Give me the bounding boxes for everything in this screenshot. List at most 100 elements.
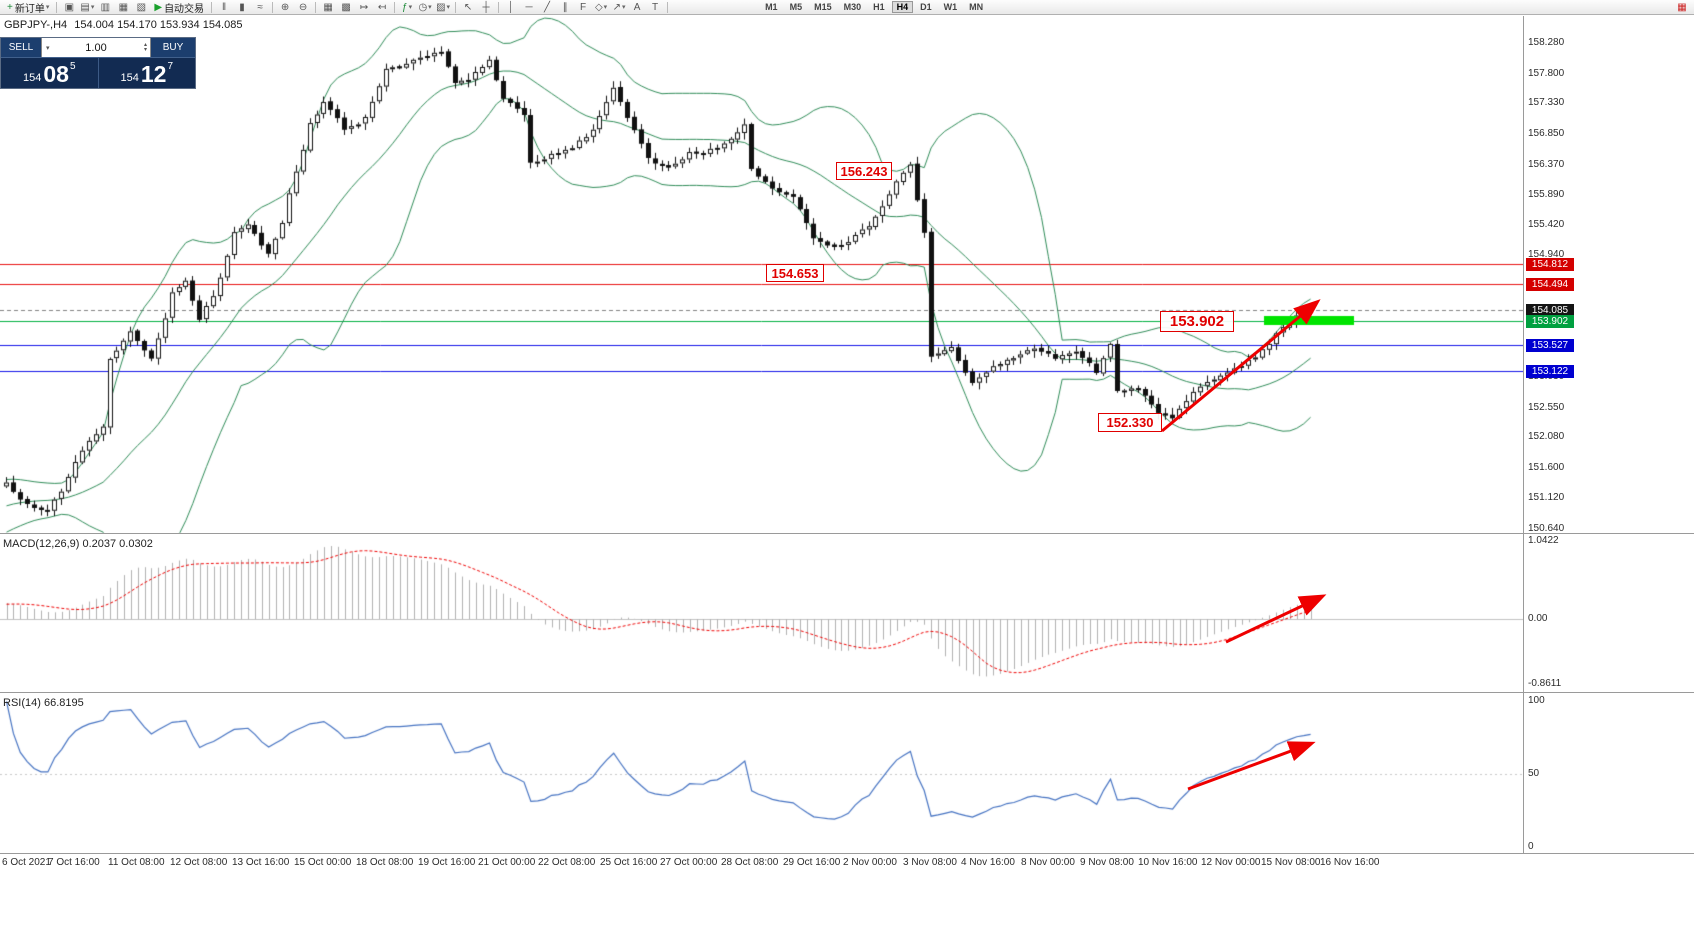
dropdown-caret-icon[interactable]: ▾: [408, 4, 413, 11]
timeframe-m5-button[interactable]: M5: [789, 2, 803, 12]
new-order-button[interactable]: + 新订单 ▾: [4, 1, 52, 15]
chart-shift-icon[interactable]: ↤: [374, 1, 390, 14]
panel-separator[interactable]: [0, 533, 1694, 534]
timeframe-d1-button[interactable]: D1: [920, 2, 932, 12]
sell-button[interactable]: SELL: [1, 38, 41, 57]
price-divider: [97, 58, 99, 88]
templates-icon[interactable]: ▨ ▾: [435, 1, 451, 14]
dropdown-caret-icon[interactable]: ▾: [45, 4, 50, 11]
timeframe-m30-button[interactable]: M30: [843, 2, 862, 12]
zoom-out-icon[interactable]: ⊖: [295, 1, 311, 14]
cursor-icon[interactable]: ↖: [460, 1, 476, 14]
crosshair-icon[interactable]: ┼: [478, 1, 494, 14]
arrow-tool-icon[interactable]: ↗ ▾: [611, 1, 627, 14]
dropdown-caret-icon[interactable]: ▾: [428, 4, 432, 11]
bid-price-big: 08: [43, 61, 69, 87]
horizontal-line-icon[interactable]: ─: [521, 1, 537, 14]
time-tick-label: 12 Oct 08:00: [170, 857, 228, 868]
navigator-icon[interactable]: ▧: [133, 1, 149, 14]
volume-increase-icon[interactable]: ▴: [143, 41, 147, 48]
price-tick-label: 155.890: [1528, 189, 1565, 201]
price-tick-label: 152.080: [1528, 431, 1565, 443]
macd-tick-label: 1.0422: [1528, 535, 1559, 546]
chart-window-icon: ▣: [64, 1, 75, 13]
price-level-tag: 154.812: [1526, 257, 1574, 271]
price-axis[interactable]: 158.280 157.800 157.330 156.850 156.370 155.8…: [1526, 0, 1694, 855]
volume-dropdown-icon[interactable]: ▾: [46, 44, 50, 52]
trendline-icon[interactable]: ╱: [539, 1, 555, 14]
tile-windows-icon[interactable]: ▦: [320, 1, 336, 14]
vertical-line-icon[interactable]: │: [503, 1, 519, 14]
periods-icon[interactable]: ◷ ▾: [417, 1, 433, 14]
periods-icon: ◷: [418, 1, 428, 13]
trade-controls-row: SELL ▾ 1.00 ▴ ▾ BUY: [1, 38, 195, 58]
timeframe-mn-button[interactable]: MN: [969, 2, 984, 12]
market-watch-icon[interactable]: ▥: [97, 1, 113, 14]
price-tick-label: 156.850: [1528, 127, 1565, 139]
timeframe-h1-button[interactable]: H1: [873, 2, 885, 12]
time-tick-label: 25 Oct 16:00: [600, 857, 658, 868]
dropdown-caret-icon[interactable]: ▾: [90, 4, 95, 11]
price-chart-canvas[interactable]: [0, 0, 1523, 855]
time-tick-label: 6 Oct 2021: [2, 857, 51, 868]
window-grid-icon[interactable]: ▦: [1674, 1, 1690, 14]
zoom-out-icon: ⊖: [298, 1, 308, 13]
autoscroll-icon: ↦: [359, 1, 369, 13]
dropdown-caret-icon[interactable]: ▾: [446, 4, 451, 11]
ask-price-display: 154 12 7: [99, 58, 196, 88]
volume-decrease-icon[interactable]: ▾: [143, 46, 147, 53]
templates-icon: ▨: [436, 1, 446, 13]
volume-steppers: ▴ ▾: [143, 41, 147, 53]
arrow-tool-icon: ↗: [612, 1, 621, 13]
timeframe-w1-button[interactable]: W1: [943, 2, 958, 12]
cascade-windows-icon[interactable]: ▩: [338, 1, 354, 14]
time-tick-label: 27 Oct 00:00: [660, 857, 718, 868]
volume-input[interactable]: ▾ 1.00 ▴ ▾: [41, 38, 151, 57]
bar-chart-icon[interactable]: ‖: [216, 1, 232, 14]
time-tick-label: 22 Oct 08:00: [538, 857, 596, 868]
dropdown-caret-icon[interactable]: ▾: [603, 4, 608, 11]
profiles-icon[interactable]: ▤ ▾: [79, 1, 95, 14]
text-label-icon[interactable]: T: [647, 1, 663, 14]
timeframe-m1-button[interactable]: M1: [765, 2, 778, 12]
time-tick-label: 29 Oct 16:00: [783, 857, 841, 868]
volume-value: 1.00: [85, 41, 107, 54]
chart-window-icon[interactable]: ▣: [61, 1, 77, 14]
panel-separator[interactable]: [0, 692, 1694, 693]
toolbar-separator: [211, 1, 213, 13]
time-tick-label: 19 Oct 16:00: [418, 857, 476, 868]
toolbar-separator: [394, 1, 396, 13]
fibonacci-icon[interactable]: F: [575, 1, 591, 14]
time-tick-label: 4 Nov 16:00: [961, 857, 1015, 868]
rsi-tick-label: 50: [1528, 768, 1540, 779]
timeframe-m15-button[interactable]: M15: [814, 2, 832, 12]
channel-icon[interactable]: ∥: [557, 1, 573, 14]
ask-price-sup: 7: [167, 61, 173, 72]
autotrading-button[interactable]: ▶ 自动交易: [151, 1, 207, 15]
text-icon: A: [633, 1, 641, 13]
dropdown-caret-icon[interactable]: ▾: [622, 4, 626, 11]
price-tick-label: 154.940: [1528, 249, 1565, 261]
toolbar-separator: [56, 1, 58, 13]
macd-label: MACD(12,26,9) 0.2037 0.0302: [3, 538, 153, 550]
text-icon[interactable]: A: [629, 1, 645, 14]
shapes-icon[interactable]: ◇ ▾: [593, 1, 609, 14]
ask-price-big: 12: [140, 61, 167, 87]
macd-tick-label: 0.00: [1528, 613, 1548, 624]
autoscroll-icon[interactable]: ↦: [356, 1, 372, 14]
indicators-icon[interactable]: ƒ ▾: [399, 1, 415, 14]
profiles-icon: ▤: [80, 1, 90, 13]
candlestick-chart-icon[interactable]: ▮: [234, 1, 250, 14]
bid-price-display: 154 08 5: [1, 58, 98, 88]
buy-button[interactable]: BUY: [151, 38, 195, 57]
data-window-icon[interactable]: ▦: [115, 1, 131, 14]
crosshair-icon: ┼: [482, 1, 490, 13]
chart-ohlc-values: 154.004 154.170 153.934 154.085: [74, 19, 243, 31]
timeframe-h4-button[interactable]: H4: [891, 1, 914, 13]
time-axis[interactable]: 6 Oct 2021 7 Oct 16:00 11 Oct 08:00 12 Oct …: [0, 855, 1694, 873]
indicators-icon: ƒ: [402, 1, 408, 13]
cascade-windows-icon: ▩: [341, 1, 351, 13]
zoom-in-icon[interactable]: ⊕: [277, 1, 293, 14]
toolbar-separator: [667, 1, 669, 13]
line-chart-icon[interactable]: ≈: [252, 1, 268, 14]
